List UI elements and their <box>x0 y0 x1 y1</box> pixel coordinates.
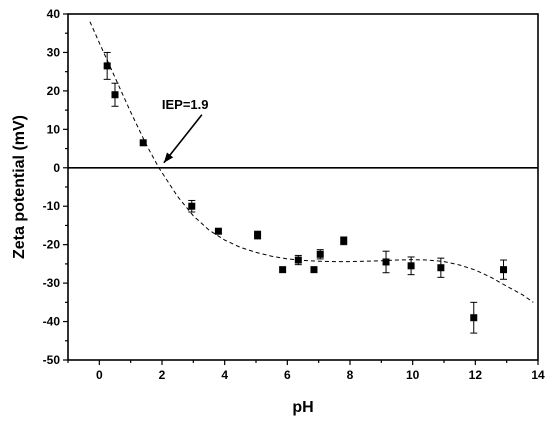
y-tick-label: 30 <box>47 45 61 59</box>
y-tick-label: -40 <box>43 315 61 329</box>
data-point-6 <box>279 266 287 274</box>
data-point-0 <box>103 62 111 70</box>
data-point-9 <box>316 250 324 258</box>
y-tick-label: 10 <box>47 122 61 136</box>
x-tick-label: 10 <box>406 368 420 382</box>
iep-arrow-icon <box>163 114 203 164</box>
plot-border <box>67 13 539 361</box>
data-point-14 <box>470 314 478 322</box>
data-point-1 <box>111 91 119 99</box>
y-tick-label: -30 <box>43 276 61 290</box>
data-point-11 <box>382 258 390 266</box>
x-axis-ticks: 0 2 4 6 8 10 12 14 <box>67 360 545 382</box>
y-tick-label: 40 <box>47 7 61 21</box>
y-tick-label: -10 <box>43 199 61 213</box>
x-tick-label: 14 <box>531 368 545 382</box>
x-tick-label: 4 <box>221 368 228 382</box>
y-tick-label: 20 <box>47 84 61 98</box>
fit-curve <box>89 21 534 303</box>
x-axis-title: pH <box>292 399 313 416</box>
iep-arrowhead-icon <box>163 152 174 163</box>
x-tick-label: 12 <box>469 368 483 382</box>
y-tick-label: 0 <box>53 161 60 175</box>
plot-frame <box>67 13 539 361</box>
data-point-15 <box>500 266 508 274</box>
iep-annotation-label: IEP=1.9 <box>162 97 209 112</box>
fit-curve-path <box>89 21 534 303</box>
x-tick-label: 8 <box>347 368 354 382</box>
data-point-7 <box>294 256 302 264</box>
y-axis-ticks: 40 30 20 10 0 -10 -20 -30 -40 -50 <box>43 7 68 367</box>
y-axis-title: Zeta potential (mV) <box>11 115 28 259</box>
data-points <box>103 51 508 334</box>
data-point-3 <box>188 202 196 210</box>
data-point-4 <box>214 227 222 235</box>
y-tick-label: -50 <box>43 353 61 367</box>
data-point-13 <box>437 264 445 272</box>
data-point-8 <box>310 266 318 274</box>
x-tick-label: 2 <box>159 368 166 382</box>
data-point-2 <box>139 139 147 147</box>
data-point-5 <box>254 231 262 239</box>
y-tick-label: -20 <box>43 238 61 252</box>
x-tick-label: 0 <box>96 368 103 382</box>
iep-annotation: IEP=1.9 <box>162 97 209 164</box>
x-tick-label: 6 <box>284 368 291 382</box>
data-point-10 <box>340 237 348 245</box>
data-point-12 <box>407 262 415 270</box>
